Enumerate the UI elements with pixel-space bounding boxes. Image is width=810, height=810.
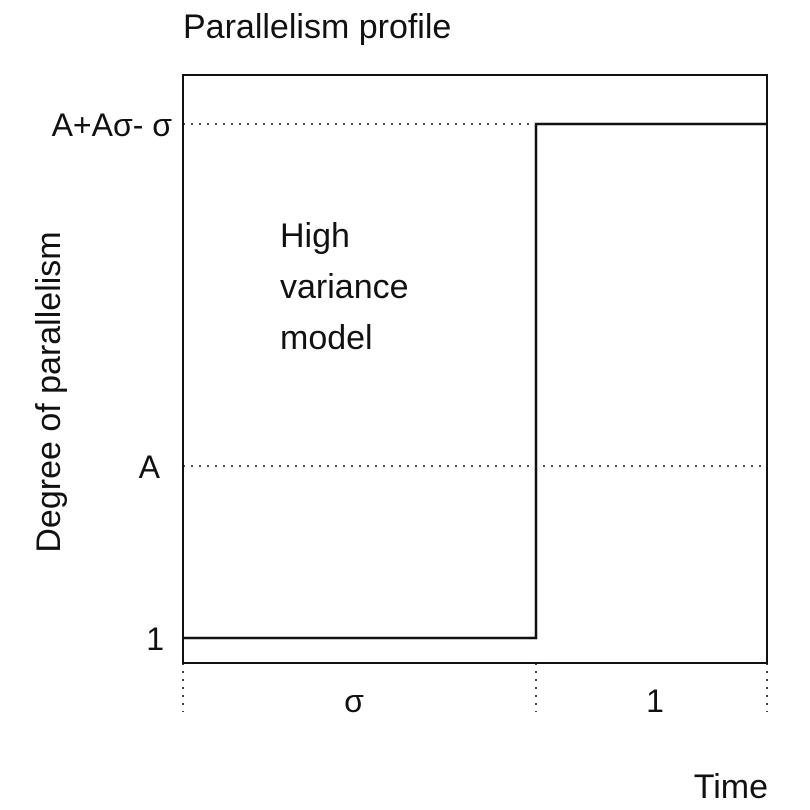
annotation-line: model (280, 319, 373, 357)
x-axis-label: Time (694, 768, 768, 806)
chart-title: Parallelism profile (183, 8, 451, 46)
plot-frame (182, 74, 768, 664)
y-tick-label: A+Aσ- σ (52, 107, 173, 143)
y-tick-label: A (139, 449, 161, 485)
x-interval-label: 1 (646, 683, 664, 719)
y-axis-label: Degree of parallelism (30, 231, 68, 552)
annotation-line: variance (280, 268, 409, 306)
annotation-line: High (280, 217, 350, 255)
x-interval-label: σ (344, 683, 364, 719)
profile-line (183, 122, 767, 640)
y-tick-label: 1 (146, 621, 164, 657)
